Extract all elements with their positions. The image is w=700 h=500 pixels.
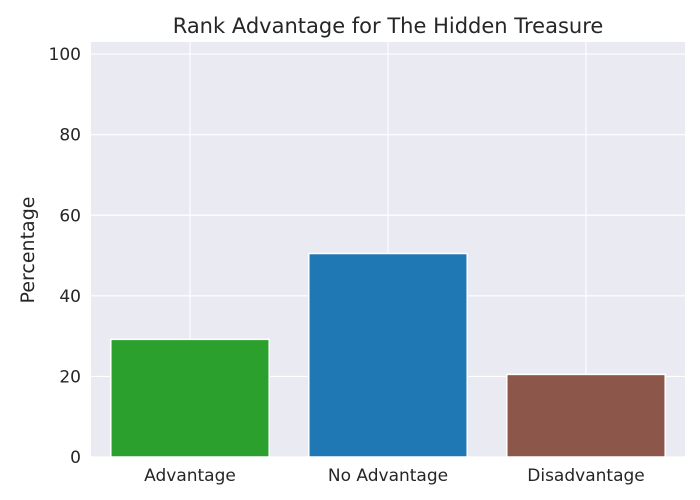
x-tick-label: No Advantage <box>328 466 448 486</box>
y-tick-label: 100 <box>49 45 81 65</box>
y-tick-label: 60 <box>59 206 81 226</box>
x-tick-label: Disadvantage <box>527 466 644 486</box>
bar-no-advantage <box>308 252 468 458</box>
y-axis-label: Percentage <box>17 197 39 304</box>
x-axis-ticks: Advantage No Advantage Disadvantage <box>144 466 645 486</box>
y-tick-label: 40 <box>59 287 81 307</box>
y-axis-ticks: 0 20 40 60 80 100 <box>49 45 81 468</box>
bar-advantage <box>110 338 270 458</box>
bars <box>110 252 666 458</box>
y-tick-label: 20 <box>59 367 81 387</box>
y-tick-label: 0 <box>70 448 81 468</box>
y-tick-label: 80 <box>59 126 81 146</box>
x-tick-label: Advantage <box>144 466 236 486</box>
bar-disadvantage <box>506 373 666 458</box>
chart-title: Rank Advantage for The Hidden Treasure <box>173 14 604 38</box>
